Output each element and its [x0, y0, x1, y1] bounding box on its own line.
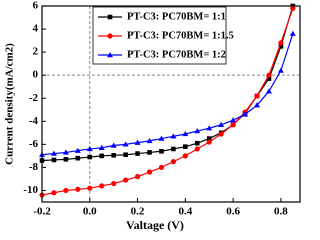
marker — [62, 149, 69, 155]
marker — [159, 148, 164, 154]
x-tick-label: 0.6 — [226, 206, 240, 218]
marker — [123, 152, 128, 158]
x-tick-label: -0.2 — [33, 206, 51, 218]
plot-frame — [41, 5, 301, 203]
marker — [230, 122, 236, 128]
marker — [86, 145, 93, 152]
marker — [111, 153, 116, 158]
marker — [134, 139, 141, 145]
x-axis-label: Valtage (V) — [126, 218, 184, 232]
marker — [183, 144, 188, 149]
y-tick-label: -8 — [29, 161, 39, 173]
marker — [51, 190, 57, 196]
marker — [182, 153, 188, 159]
y-tick-label: -6 — [29, 138, 39, 150]
legend-box — [92, 6, 227, 65]
y-tick-label: 0 — [33, 69, 39, 81]
marker — [135, 151, 140, 156]
legend-marker — [107, 52, 113, 58]
marker — [218, 131, 224, 137]
marker — [134, 174, 141, 180]
marker — [122, 141, 129, 147]
marker — [147, 150, 152, 155]
marker — [99, 183, 105, 189]
chart: Valtage (V) Current density(mA/cm2) -0.2… — [4, 0, 301, 232]
marker — [242, 111, 249, 117]
marker — [63, 157, 69, 162]
marker — [278, 40, 284, 46]
marker — [194, 128, 201, 134]
legend-label: PT-C3: PC70BM= 1:2 — [127, 49, 226, 60]
marker — [111, 180, 117, 187]
marker — [63, 187, 69, 194]
marker — [87, 154, 93, 160]
y-tick-label: -2 — [29, 92, 39, 104]
y-tick-label: 2 — [33, 46, 39, 58]
legend-marker — [107, 33, 113, 39]
marker — [74, 147, 81, 153]
marker — [98, 144, 105, 151]
y-tick-label: -10 — [23, 184, 38, 196]
marker — [206, 125, 213, 131]
marker — [50, 150, 57, 156]
y-tick-label: 6 — [33, 0, 39, 12]
legend-label: PT-C3: PC70BM= 1:1.5 — [127, 30, 234, 41]
marker — [158, 135, 165, 141]
x-tick-label: 0.4 — [178, 206, 192, 218]
x-tick-label: 0.8 — [274, 206, 288, 218]
marker — [265, 88, 272, 94]
marker — [266, 72, 272, 78]
marker — [266, 76, 272, 81]
y-tick-label: -4 — [29, 115, 39, 127]
marker — [123, 177, 129, 183]
series-line — [41, 33, 294, 156]
marker — [158, 164, 165, 171]
marker — [290, 5, 296, 11]
marker — [87, 185, 93, 191]
marker — [171, 146, 176, 152]
marker — [194, 146, 200, 152]
y-tick-label: 4 — [33, 23, 39, 35]
legend-label: PT-C3: PC70BM= 1:1 — [127, 11, 226, 22]
marker — [277, 67, 284, 73]
marker — [254, 102, 260, 108]
x-tick-label: 0.0 — [83, 206, 97, 218]
marker — [194, 140, 200, 146]
x-tick-label: 0.2 — [131, 206, 145, 218]
marker — [51, 157, 57, 163]
marker — [146, 169, 153, 175]
legend-marker — [107, 14, 113, 20]
marker — [182, 130, 189, 137]
marker — [170, 133, 177, 139]
marker — [218, 121, 225, 127]
marker — [146, 137, 153, 144]
marker — [75, 186, 81, 192]
marker — [230, 117, 237, 123]
marker — [75, 155, 81, 161]
series-line — [41, 8, 294, 196]
marker — [170, 159, 176, 165]
marker — [254, 93, 260, 99]
marker — [278, 44, 284, 49]
marker — [289, 30, 296, 36]
marker — [99, 153, 105, 159]
marker — [206, 139, 212, 145]
marker — [110, 142, 117, 148]
y-axis-label: Current density(mA/cm2) — [4, 43, 16, 165]
marker — [206, 136, 212, 141]
